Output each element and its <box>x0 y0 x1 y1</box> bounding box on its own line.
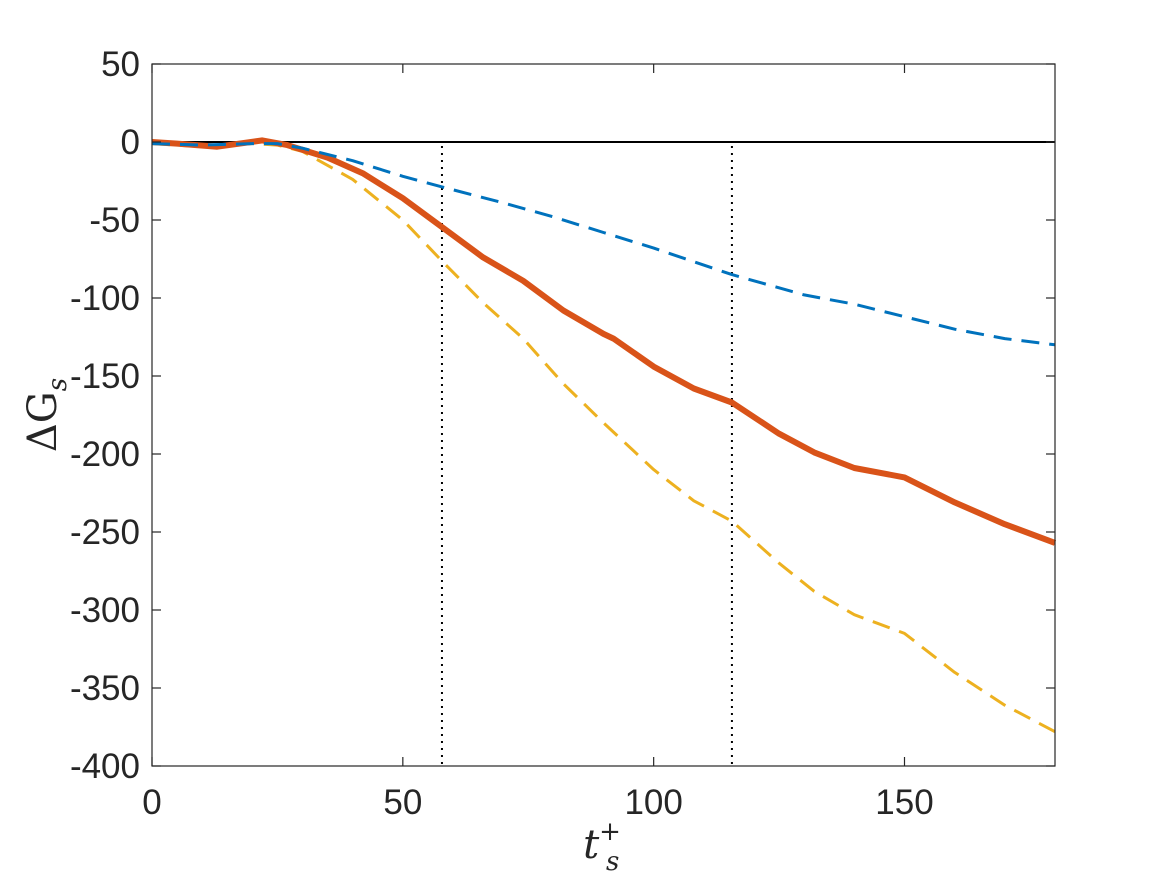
tick-labels: 0 50 100 150 50 0 -50 -100 -150 -200 -250 -300 -350 -… <box>70 45 934 822</box>
y-tick-label: -350 <box>70 669 140 708</box>
series-layer <box>151 137 1057 734</box>
y-tick-label: 50 <box>101 45 140 84</box>
y-axis-label: ΔGs <box>20 378 73 452</box>
plot-area <box>152 64 1055 766</box>
series-line-2 <box>151 137 1057 546</box>
x-axis-label-sup: + <box>599 817 621 847</box>
y-tick-label: -150 <box>70 357 140 396</box>
y-tick-label: -100 <box>70 279 140 318</box>
x-axis-label-sub: s <box>606 847 619 875</box>
y-tick-label: -50 <box>89 201 140 240</box>
y-tick-label: 0 <box>121 123 140 162</box>
x-axis-label: t+ s <box>583 817 621 875</box>
axes-box <box>151 63 1056 767</box>
y-tick-label: -200 <box>70 435 140 474</box>
reference-lines <box>152 141 1055 766</box>
y-tick-label: -250 <box>70 513 140 552</box>
x-tick-label: 100 <box>624 783 682 822</box>
series-line-1 <box>151 142 1056 347</box>
x-tick-label: 50 <box>383 783 422 822</box>
x-tick-label: 0 <box>142 783 161 822</box>
x-tick-label: 150 <box>875 783 933 822</box>
y-axis-label-sub: s <box>43 378 73 391</box>
ticks <box>151 63 1055 767</box>
y-tick-label: -300 <box>70 591 140 630</box>
y-tick-label: -400 <box>70 747 140 786</box>
series-line-3 <box>151 142 1056 734</box>
